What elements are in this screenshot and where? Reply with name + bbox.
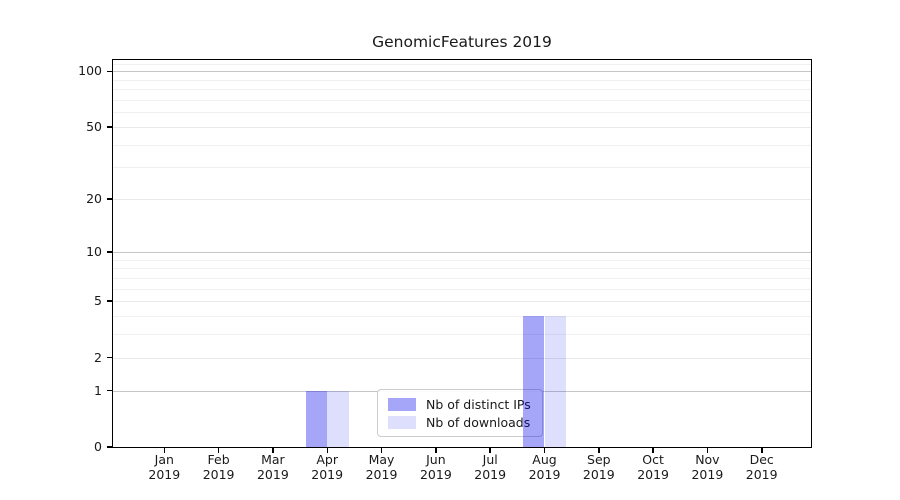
x-label-month: Oct <box>637 452 669 467</box>
y-tick-100 <box>107 71 112 73</box>
x-label-month: Jan <box>148 452 180 467</box>
x-tick-label-jul: Jul2019 <box>474 452 506 482</box>
legend: Nb of distinct IPs Nb of downloads <box>377 389 543 437</box>
y-tick-label-50: 50 <box>54 119 102 135</box>
gridline-30 <box>113 167 811 168</box>
legend-label-downloads: Nb of downloads <box>426 415 530 430</box>
x-tick-label-feb: Feb2019 <box>203 452 235 482</box>
x-tick-feb <box>218 448 220 453</box>
legend-entry-distinct-ips: Nb of distinct IPs <box>388 395 534 413</box>
gridline-60 <box>113 112 811 113</box>
y-tick-label-10: 10 <box>54 244 102 260</box>
x-tick-label-oct: Oct2019 <box>637 452 669 482</box>
x-label-month: Feb <box>203 452 235 467</box>
x-label-year: 2019 <box>746 467 778 482</box>
x-label-month: Apr <box>311 452 343 467</box>
bar-aug-downloads <box>545 316 567 447</box>
legend-entry-downloads: Nb of downloads <box>388 413 534 431</box>
x-label-month: Jun <box>420 452 452 467</box>
x-tick-label-apr: Apr2019 <box>311 452 343 482</box>
y-tick-10 <box>107 251 112 253</box>
y-tick-20 <box>107 198 112 200</box>
x-tick-label-sep: Sep2019 <box>583 452 615 482</box>
gridline-40 <box>113 145 811 146</box>
bar-apr-distinct-ips <box>306 391 328 447</box>
y-tick-1 <box>107 390 112 392</box>
chart-title: GenomicFeatures 2019 <box>113 33 811 51</box>
x-tick-may <box>381 448 383 453</box>
gridline-5 <box>113 301 811 302</box>
legend-label-distinct-ips: Nb of distinct IPs <box>426 397 531 412</box>
gridline-100 <box>113 71 811 72</box>
gridline-6 <box>113 289 811 290</box>
x-label-month: Sep <box>583 452 615 467</box>
x-tick-label-may: May2019 <box>366 452 398 482</box>
x-tick-sep <box>598 448 600 453</box>
y-tick-label-2: 2 <box>54 350 102 366</box>
x-label-year: 2019 <box>637 467 669 482</box>
gridline-8 <box>113 268 811 269</box>
gridline-9 <box>113 260 811 261</box>
bar-aug-distinct-ips <box>523 316 545 447</box>
x-tick-label-nov: Nov2019 <box>691 452 723 482</box>
x-tick-aug <box>544 448 546 453</box>
legend-swatch-downloads <box>388 416 416 429</box>
gridline-4 <box>113 316 811 317</box>
x-tick-dec <box>761 448 763 453</box>
y-tick-5 <box>107 300 112 302</box>
gridline-2 <box>113 358 811 359</box>
gridline-20 <box>113 199 811 200</box>
x-label-year: 2019 <box>474 467 506 482</box>
x-label-year: 2019 <box>311 467 343 482</box>
y-tick-0 <box>107 446 112 448</box>
gridline-50 <box>113 127 811 128</box>
legend-swatch-distinct-ips <box>388 398 416 411</box>
gridline-10 <box>113 252 811 253</box>
x-tick-mar <box>272 448 274 453</box>
x-label-year: 2019 <box>420 467 452 482</box>
y-tick-label-5: 5 <box>54 293 102 309</box>
x-label-year: 2019 <box>203 467 235 482</box>
x-tick-label-dec: Dec2019 <box>746 452 778 482</box>
x-label-month: Aug <box>529 452 561 467</box>
x-label-year: 2019 <box>148 467 180 482</box>
bar-apr-downloads <box>327 391 349 447</box>
y-tick-label-100: 100 <box>54 63 102 79</box>
gridline-3 <box>113 334 811 335</box>
x-label-month: Jul <box>474 452 506 467</box>
x-label-year: 2019 <box>583 467 615 482</box>
x-tick-oct <box>652 448 654 453</box>
x-label-month: Mar <box>257 452 289 467</box>
x-tick-label-jan: Jan2019 <box>148 452 180 482</box>
x-label-year: 2019 <box>529 467 561 482</box>
gridline-7 <box>113 278 811 279</box>
y-tick-50 <box>107 126 112 128</box>
x-tick-label-mar: Mar2019 <box>257 452 289 482</box>
x-tick-apr <box>327 448 329 453</box>
x-label-year: 2019 <box>257 467 289 482</box>
x-label-month: Dec <box>746 452 778 467</box>
x-label-year: 2019 <box>691 467 723 482</box>
y-tick-label-1: 1 <box>54 383 102 399</box>
x-tick-label-aug: Aug2019 <box>529 452 561 482</box>
x-tick-jul <box>489 448 491 453</box>
x-tick-label-jun: Jun2019 <box>420 452 452 482</box>
y-tick-2 <box>107 357 112 359</box>
gridline-80 <box>113 89 811 90</box>
x-tick-jan <box>164 448 166 453</box>
plot-area: Nb of distinct IPs Nb of downloads <box>113 60 811 447</box>
y-tick-label-20: 20 <box>54 191 102 207</box>
gridline-70 <box>113 100 811 101</box>
gridline-110 <box>113 64 811 65</box>
y-tick-label-0: 0 <box>54 439 102 455</box>
x-label-year: 2019 <box>366 467 398 482</box>
chart-figure: GenomicFeatures 2019 Nb of distinct IPs … <box>0 0 900 500</box>
x-label-month: Nov <box>691 452 723 467</box>
x-tick-nov <box>707 448 709 453</box>
gridline-90 <box>113 80 811 81</box>
x-tick-jun <box>435 448 437 453</box>
x-label-month: May <box>366 452 398 467</box>
